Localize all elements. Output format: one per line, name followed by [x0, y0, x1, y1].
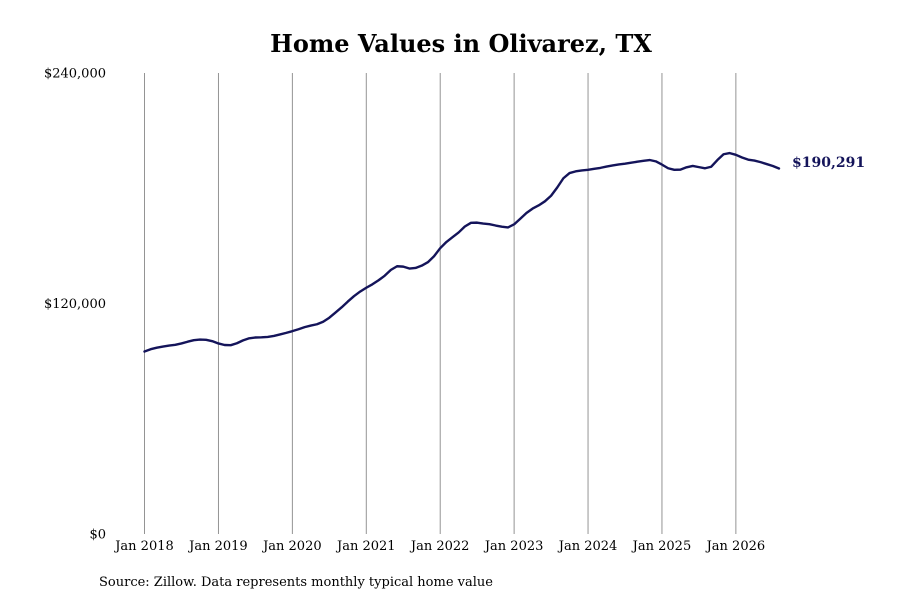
x-tick-label: Jan 2023: [483, 539, 544, 554]
x-tick-label: Jan 2018: [113, 539, 174, 554]
vertical-gridlines: [144, 73, 737, 534]
source-note: Source: Zillow. Data represents monthly …: [99, 575, 493, 590]
x-tick-label: Jan 2019: [187, 539, 248, 554]
y-axis-ticks: $0 $120,000 $240,000: [44, 67, 106, 543]
y-tick-label: $240,000: [44, 67, 106, 82]
x-axis-ticks: Jan 2018 Jan 2019 Jan 2020 Jan 2021 Jan 2022…: [113, 539, 765, 554]
series-line: [143, 151, 781, 353]
chart-title: Home Values in Olivarez, TX: [270, 29, 652, 58]
x-tick-label: Jan 2022: [409, 539, 470, 554]
x-tick-label: Jan 2024: [557, 539, 618, 554]
y-tick-label: $0: [89, 528, 106, 543]
end-value-label: $190,291: [792, 155, 865, 171]
x-tick-label: Jan 2026: [705, 539, 766, 554]
x-tick-label: Jan 2025: [631, 539, 692, 554]
y-tick-label: $120,000: [44, 297, 106, 312]
x-tick-label: Jan 2020: [261, 539, 322, 554]
x-tick-label: Jan 2021: [335, 539, 396, 554]
